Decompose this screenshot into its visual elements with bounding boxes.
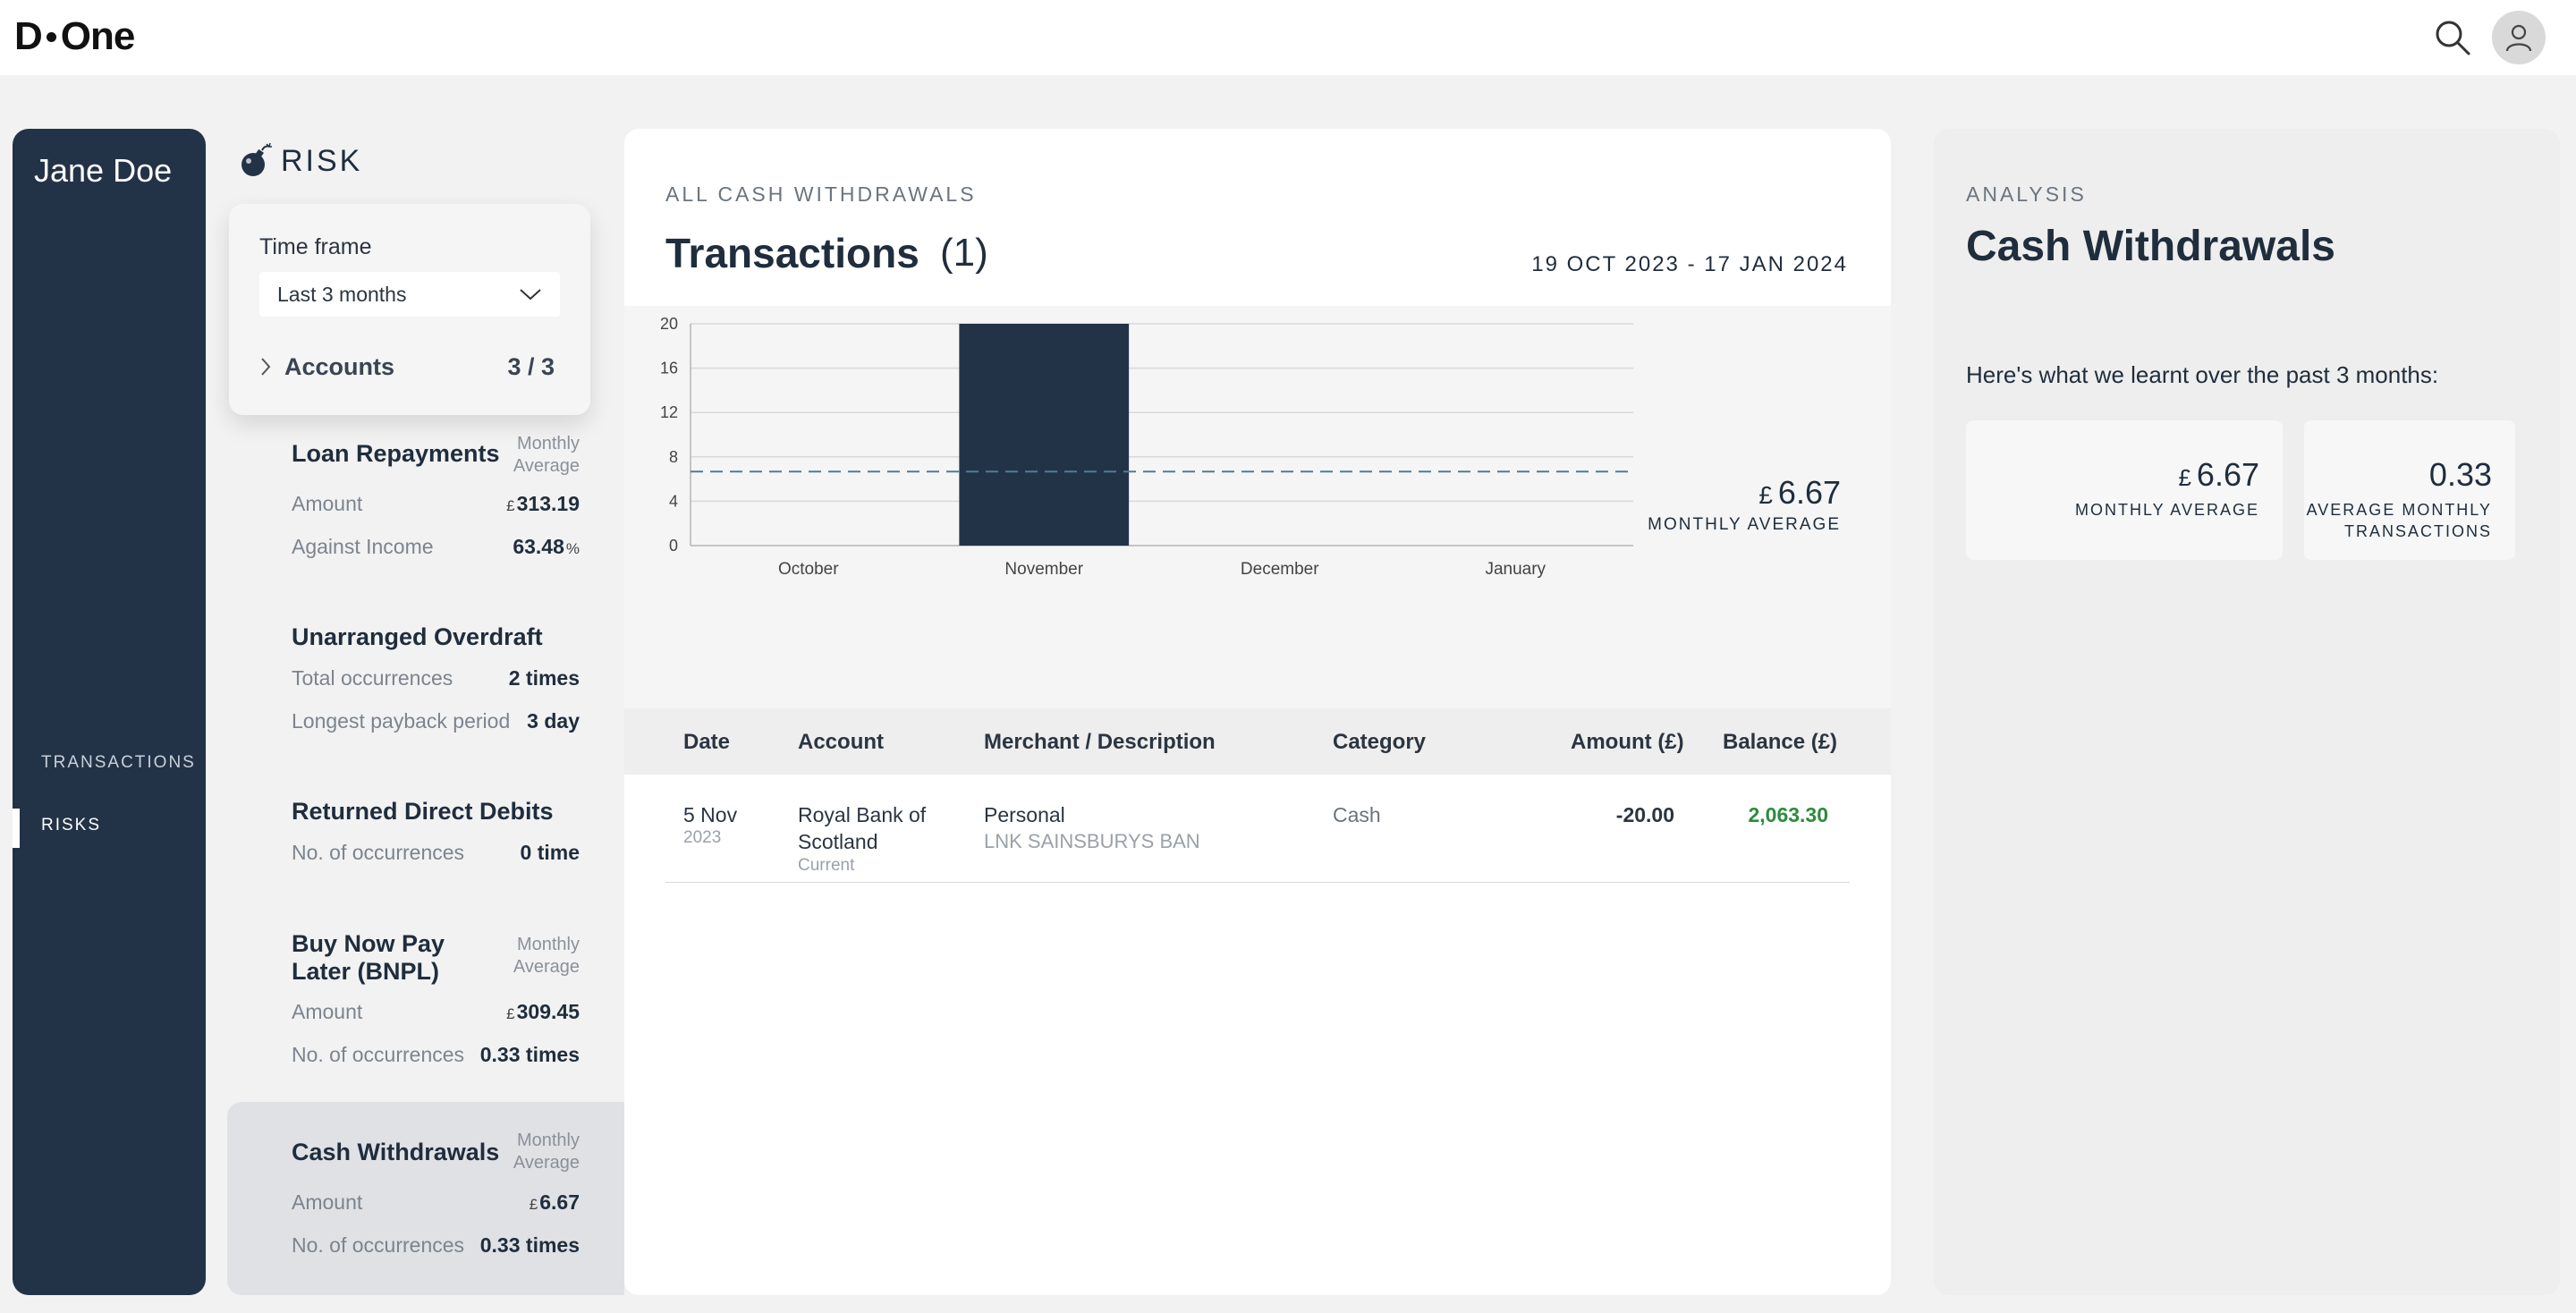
table-header: Date Account Merchant / Description Cate… <box>624 708 1891 775</box>
user-avatar-button[interactable] <box>2492 11 2546 64</box>
search-button[interactable] <box>2433 18 2472 57</box>
row-balance: 2,063.30 <box>1748 803 1828 826</box>
stat-label: MONTHLY AVERAGE <box>2074 501 2259 519</box>
nav-item-transactions[interactable]: TRANSACTIONS <box>41 753 196 772</box>
top-bar: D One <box>0 0 2576 75</box>
row-account: Royal Bank of Scotland Current <box>798 803 927 875</box>
app-logo[interactable]: D One <box>14 14 136 59</box>
chart-average-value: £6.67 <box>1758 474 1841 511</box>
analysis-intro: Here's what we learnt over the past 3 mo… <box>1966 361 2439 388</box>
x-tick-label: December <box>1241 560 1319 579</box>
column-header-date[interactable]: Date <box>683 730 731 754</box>
row-date: 5 Nov 2023 <box>683 803 738 847</box>
risk-card-loan-repayments[interactable]: Loan Repayments Monthly Average Amount £… <box>292 434 580 574</box>
logo-text-right: One <box>60 14 136 58</box>
transactions-panel: ALL CASH WITHDRAWALS Transactions (1) 19… <box>624 129 1891 1295</box>
risk-card-title: Loan Repayments <box>292 440 500 467</box>
y-tick-label: 16 <box>660 360 678 377</box>
risk-heading: RISK <box>240 143 362 179</box>
bar-chart: 0 4 8 12 16 20 October November December January <box>660 315 1633 579</box>
chevron-right-icon <box>261 358 271 376</box>
risk-card-row: No. of occurrences 0.33 times <box>292 1043 580 1066</box>
stat-label: AVERAGE MONTHLY TRANSACTIONS <box>2306 501 2492 540</box>
y-tick-label: 20 <box>660 315 678 333</box>
analysis-eyebrow: ANALYSIS <box>1966 182 2087 206</box>
risk-card-title: Unarranged Overdraft <box>292 623 543 650</box>
stat-value: 0.33 <box>2428 456 2492 493</box>
column-header-balance[interactable]: Balance (£) <box>1723 730 1838 754</box>
timeframe-label: Time frame <box>259 234 372 259</box>
panel-eyebrow: ALL CASH WITHDRAWALS <box>665 182 977 206</box>
risk-card-title: Cash Withdrawals <box>292 1139 500 1165</box>
nav-item-risks[interactable]: RISKS <box>41 816 102 834</box>
stat-value: £6.67 <box>2178 456 2259 493</box>
column-header-category[interactable]: Category <box>1333 730 1427 754</box>
risk-card-row: No. of occurrences 0.33 times <box>292 1233 580 1257</box>
risk-card-row: No. of occurrences 0 time <box>292 841 580 864</box>
analysis-title: Cash Withdrawals <box>1966 223 2335 270</box>
risk-card-unarranged-overdraft[interactable]: Unarranged Overdraft Total occurrences 2… <box>292 623 580 740</box>
risk-card-row: Total occurrences 2 times <box>292 666 580 690</box>
logo-dot <box>46 31 56 42</box>
risk-card-returned-direct-debits[interactable]: Returned Direct Debits No. of occurrence… <box>292 798 580 878</box>
risk-card-title: Returned Direct Debits <box>292 798 554 825</box>
monthly-average-label: Monthly Average <box>513 1131 580 1173</box>
transactions-title: Transactions <box>665 230 919 276</box>
row-category: Cash <box>1333 803 1381 826</box>
risk-card-row: Amount £313.19 <box>292 492 580 515</box>
analysis-panel: ANALYSIS Cash Withdrawals Here's what we… <box>1934 129 2560 1295</box>
chart-average-label: MONTHLY AVERAGE <box>1648 515 1841 534</box>
column-header-merchant[interactable]: Merchant / Description <box>984 730 1216 754</box>
search-icon <box>2436 21 2470 55</box>
y-tick-label: 12 <box>660 403 678 421</box>
risk-title: RISK <box>281 143 363 178</box>
x-tick-label: November <box>1004 560 1083 579</box>
accounts-toggle[interactable]: Accounts 3 / 3 <box>259 349 560 385</box>
risk-card-row: Longest payback period 3 day <box>292 709 580 733</box>
y-tick-label: 8 <box>669 448 678 466</box>
accounts-label: Accounts <box>284 352 395 380</box>
cash-withdrawals-chart: 0 4 8 12 16 20 October November December January … <box>624 306 1891 708</box>
row-amount: -20.00 <box>1615 803 1674 826</box>
row-merchant: Personal LNK SAINSBURYS BAN <box>984 803 1200 852</box>
user-icon <box>2505 24 2532 52</box>
chevron-down-icon <box>520 289 541 301</box>
y-tick-label: 0 <box>669 537 678 555</box>
risk-card-row: Amount £6.67 <box>292 1190 580 1214</box>
x-tick-label: January <box>1485 560 1546 579</box>
bomb-icon <box>242 143 272 176</box>
risk-card-cash-withdrawals[interactable]: Cash Withdrawals Monthly Average Amount … <box>292 1131 580 1273</box>
column-header-amount[interactable]: Amount (£) <box>1571 730 1684 754</box>
side-nav: Jane Doe TRANSACTIONS RISKS <box>13 129 206 1295</box>
table-row[interactable]: 5 Nov 2023 Royal Bank of Scotland Curren… <box>624 775 1891 884</box>
stat-card-monthly-average: £6.67 MONTHLY AVERAGE <box>1966 420 2283 560</box>
chart-average: £6.67 MONTHLY AVERAGE <box>1648 474 1841 535</box>
bar <box>959 324 1130 546</box>
x-tick-label: October <box>778 560 839 579</box>
risk-card-title: Buy Now Pay Later (BNPL) <box>292 930 445 985</box>
user-name: Jane Doe <box>34 152 173 189</box>
monthly-average-label: Monthly Average <box>513 434 580 476</box>
risk-card-row: Amount £309.45 <box>292 1000 580 1023</box>
stat-card-average-monthly-transactions: 0.33 AVERAGE MONTHLY TRANSACTIONS <box>2304 420 2515 560</box>
nav-active-indicator <box>13 809 20 848</box>
timeframe-select[interactable]: Last 3 months <box>259 272 560 317</box>
date-range: 19 OCT 2023 - 17 JAN 2024 <box>1531 252 1848 276</box>
selected-card-highlight <box>227 1102 624 1295</box>
y-tick-label: 4 <box>669 492 678 510</box>
risk-card-bnpl[interactable]: Buy Now Pay Later (BNPL) Monthly Average… <box>292 930 580 1073</box>
row-divider <box>665 882 1850 883</box>
filter-popup: Time frame Last 3 months Accounts 3 / 3 <box>229 204 590 415</box>
risk-card-row: Against Income 63.48% <box>292 535 580 558</box>
logo-text-left: D <box>14 14 43 58</box>
column-header-account[interactable]: Account <box>798 730 884 754</box>
timeframe-value: Last 3 months <box>277 282 407 306</box>
transactions-count: (1) <box>940 231 988 275</box>
accounts-count: 3 / 3 <box>507 352 555 380</box>
monthly-average-label: Monthly Average <box>513 935 580 977</box>
